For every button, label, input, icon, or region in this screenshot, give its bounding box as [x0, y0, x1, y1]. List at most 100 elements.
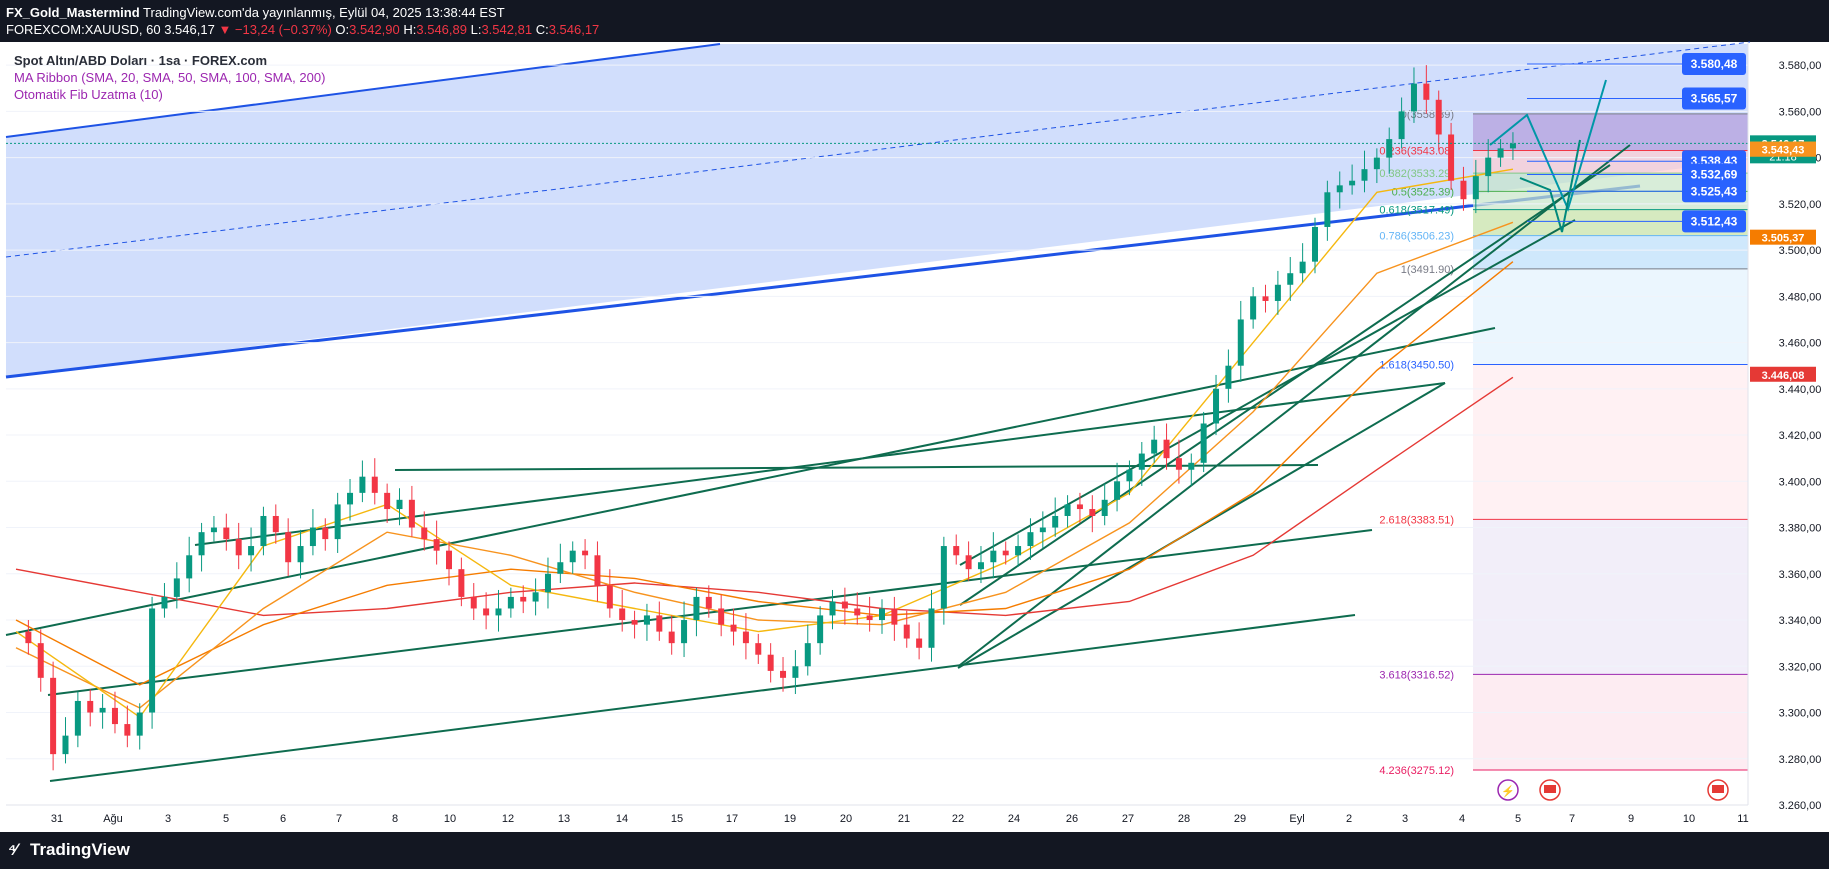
x-tick-label: 13	[558, 813, 570, 825]
candle-body	[668, 631, 675, 644]
price-badge-3	[1750, 229, 1816, 245]
candle-body	[1101, 499, 1108, 516]
candle-body	[520, 596, 527, 602]
price-badge-text-3: 3.505,37	[1762, 233, 1805, 245]
candle-body	[953, 546, 960, 556]
legend-ma-ribbon[interactable]: MA Ribbon (SMA, 20, SMA, 50, SMA, 100, S…	[14, 70, 326, 85]
x-tick-label: 4	[1459, 813, 1465, 825]
candle-body	[186, 555, 193, 579]
candle-body	[705, 596, 712, 609]
y-tick-label: 3.480,00	[1779, 291, 1822, 303]
candle-body	[656, 615, 663, 632]
us-flag-stripes	[1712, 785, 1724, 793]
high-value: 3.546,89	[416, 22, 467, 37]
fib-zone-1	[1473, 150, 1748, 174]
candle-body	[483, 608, 490, 616]
channel-upper-line	[5, 43, 721, 138]
candle-body	[1126, 469, 1133, 482]
x-tick-label: 6	[280, 813, 286, 825]
fib-zone-5	[1473, 268, 1748, 365]
candle-body	[37, 643, 44, 678]
trendline-2	[5, 327, 1496, 636]
candle-body	[1274, 284, 1281, 301]
candle-body	[111, 707, 118, 725]
tradingview-logo[interactable]: ⁴⁄ TradingView	[8, 840, 130, 860]
candle-body	[990, 550, 997, 563]
candle-body	[62, 735, 69, 755]
candle-body	[903, 624, 910, 639]
fib-label-5: 0.786(3506.23)	[1379, 231, 1454, 243]
candle-body	[1485, 157, 1492, 177]
sma100-line	[15, 261, 1514, 686]
candle-body	[198, 532, 205, 556]
candle-body	[1312, 226, 1318, 262]
candle-body	[829, 601, 836, 616]
y-tick-label: 3.460,00	[1779, 338, 1822, 350]
fib-label-8: 2.618(3383.51)	[1379, 514, 1454, 526]
candle-body	[248, 546, 255, 556]
candle-body	[1175, 458, 1182, 470]
candle-body	[285, 532, 292, 563]
candle-body	[458, 569, 465, 597]
candle-body	[495, 608, 502, 616]
candle-body	[50, 677, 57, 755]
fib-label-6: 1(3491.90)	[1401, 264, 1454, 276]
candle-body	[730, 624, 737, 632]
candle-body	[742, 631, 749, 644]
target-badge-1	[1682, 87, 1746, 110]
y-tick-label: 3.560,00	[1779, 106, 1822, 118]
y-tick-label: 3.280,00	[1779, 754, 1822, 766]
price-change: ▼ −13,24 (−0.37%)	[218, 22, 332, 37]
candle-body	[780, 670, 787, 678]
x-tick-label: 27	[1122, 813, 1134, 825]
candle-body	[582, 550, 589, 556]
candle-body	[532, 592, 539, 602]
y-tick-label: 3.520,00	[1779, 199, 1822, 211]
x-tick-label: 19	[784, 813, 796, 825]
candle-body	[940, 546, 947, 609]
y-tick-label: 3.300,00	[1779, 708, 1822, 720]
candle-body	[1435, 99, 1442, 135]
candle-body	[309, 527, 316, 547]
target-badge-4	[1682, 180, 1746, 203]
candle-body	[681, 620, 688, 644]
candle-body	[916, 638, 923, 648]
channel-mid-line	[5, 41, 1751, 258]
candle-body	[569, 550, 576, 563]
y-tick-label: 3.360,00	[1779, 569, 1822, 581]
candle-body	[1200, 423, 1207, 463]
chart-legend: Spot Altın/ABD Doları · 1sa · FOREX.com …	[14, 52, 325, 103]
x-tick-label: Eyl	[1289, 813, 1304, 825]
candle-body	[408, 499, 415, 528]
candle-body	[210, 527, 217, 533]
x-tick-label: 14	[616, 813, 628, 825]
author-name[interactable]: FX_Gold_Mastermind	[6, 5, 140, 20]
candle-body	[817, 615, 824, 644]
channel-fill	[6, 44, 1748, 377]
x-tick-label: 8	[392, 813, 398, 825]
sma200-line	[15, 376, 1514, 617]
candle-body	[606, 585, 613, 609]
legend-symbol[interactable]: Spot Altın/ABD Doları · 1sa · FOREX.com	[14, 53, 268, 68]
x-tick-label: Ağu	[103, 813, 123, 825]
candle-body	[1151, 439, 1158, 454]
x-tick-label: 10	[444, 813, 456, 825]
x-tick-label: 17	[726, 813, 738, 825]
candle-body	[977, 562, 984, 570]
candle-body	[1225, 365, 1232, 389]
candle-body	[866, 615, 873, 621]
x-tick-label: 21	[898, 813, 910, 825]
target-text-1: 3.565,57	[1691, 91, 1738, 105]
sma50-line	[15, 221, 1514, 709]
target-badge-0	[1682, 53, 1746, 76]
tradingview-icon: ⁴⁄	[8, 840, 17, 859]
low-value: 3.542,81	[481, 22, 533, 37]
x-tick-label: 24	[1008, 813, 1020, 825]
x-tick-label: 5	[223, 813, 229, 825]
candle-body	[136, 712, 143, 736]
trendline-6	[959, 164, 1611, 606]
y-tick-label: 3.340,00	[1779, 615, 1822, 627]
candle-body	[433, 539, 440, 551]
legend-fib[interactable]: Otomatik Fib Uzatma (10)	[14, 87, 163, 102]
